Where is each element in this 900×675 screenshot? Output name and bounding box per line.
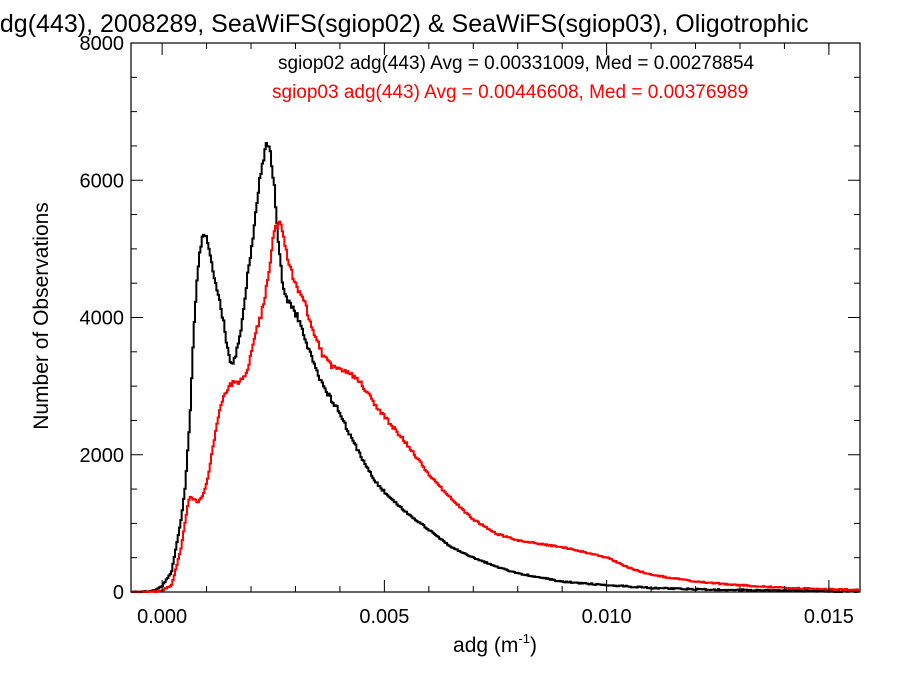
x-axis-label-main: adg (m: [453, 634, 518, 657]
y-tick-label: 6000: [80, 170, 125, 192]
plot-frame: [130, 42, 861, 593]
y-tick-label: 4000: [80, 308, 125, 330]
x-tick-label: 0.010: [582, 606, 632, 628]
x-tick-label: 0.015: [804, 606, 854, 628]
x-axis-label-suffix: ): [530, 634, 537, 657]
y-axis-label: Number of Observations: [30, 202, 53, 430]
legend-entry-sgiop03: sgiop03 adg(443) Avg = 0.00446608, Med =…: [272, 82, 748, 103]
axes-layer: 0.000 0.005 0.010 0.015 0 2000 4000 6000 8000: [80, 33, 860, 628]
legend-entry-sgiop02: sgiop02 adg(443) Avg = 0.00331009, Med =…: [278, 53, 755, 74]
y-tick-label: 2000: [80, 445, 125, 467]
series-layer: [131, 142, 861, 593]
y-tick-label: 8000: [80, 33, 125, 55]
x-axis-label: adg (m-1): [453, 631, 537, 657]
plot-border: [130, 42, 861, 593]
chart-title: adg(443), 2008289, SeaWiFS(sgiop02) & Se…: [0, 10, 809, 38]
series-line-sgiop03: [131, 220, 861, 593]
x-axis-label-superscript: -1: [518, 631, 530, 646]
x-tick-label: 0.005: [359, 606, 409, 628]
x-tick-label: 0.000: [137, 606, 187, 628]
series-line-sgiop02: [131, 142, 861, 593]
y-tick-label: 0: [113, 582, 124, 604]
